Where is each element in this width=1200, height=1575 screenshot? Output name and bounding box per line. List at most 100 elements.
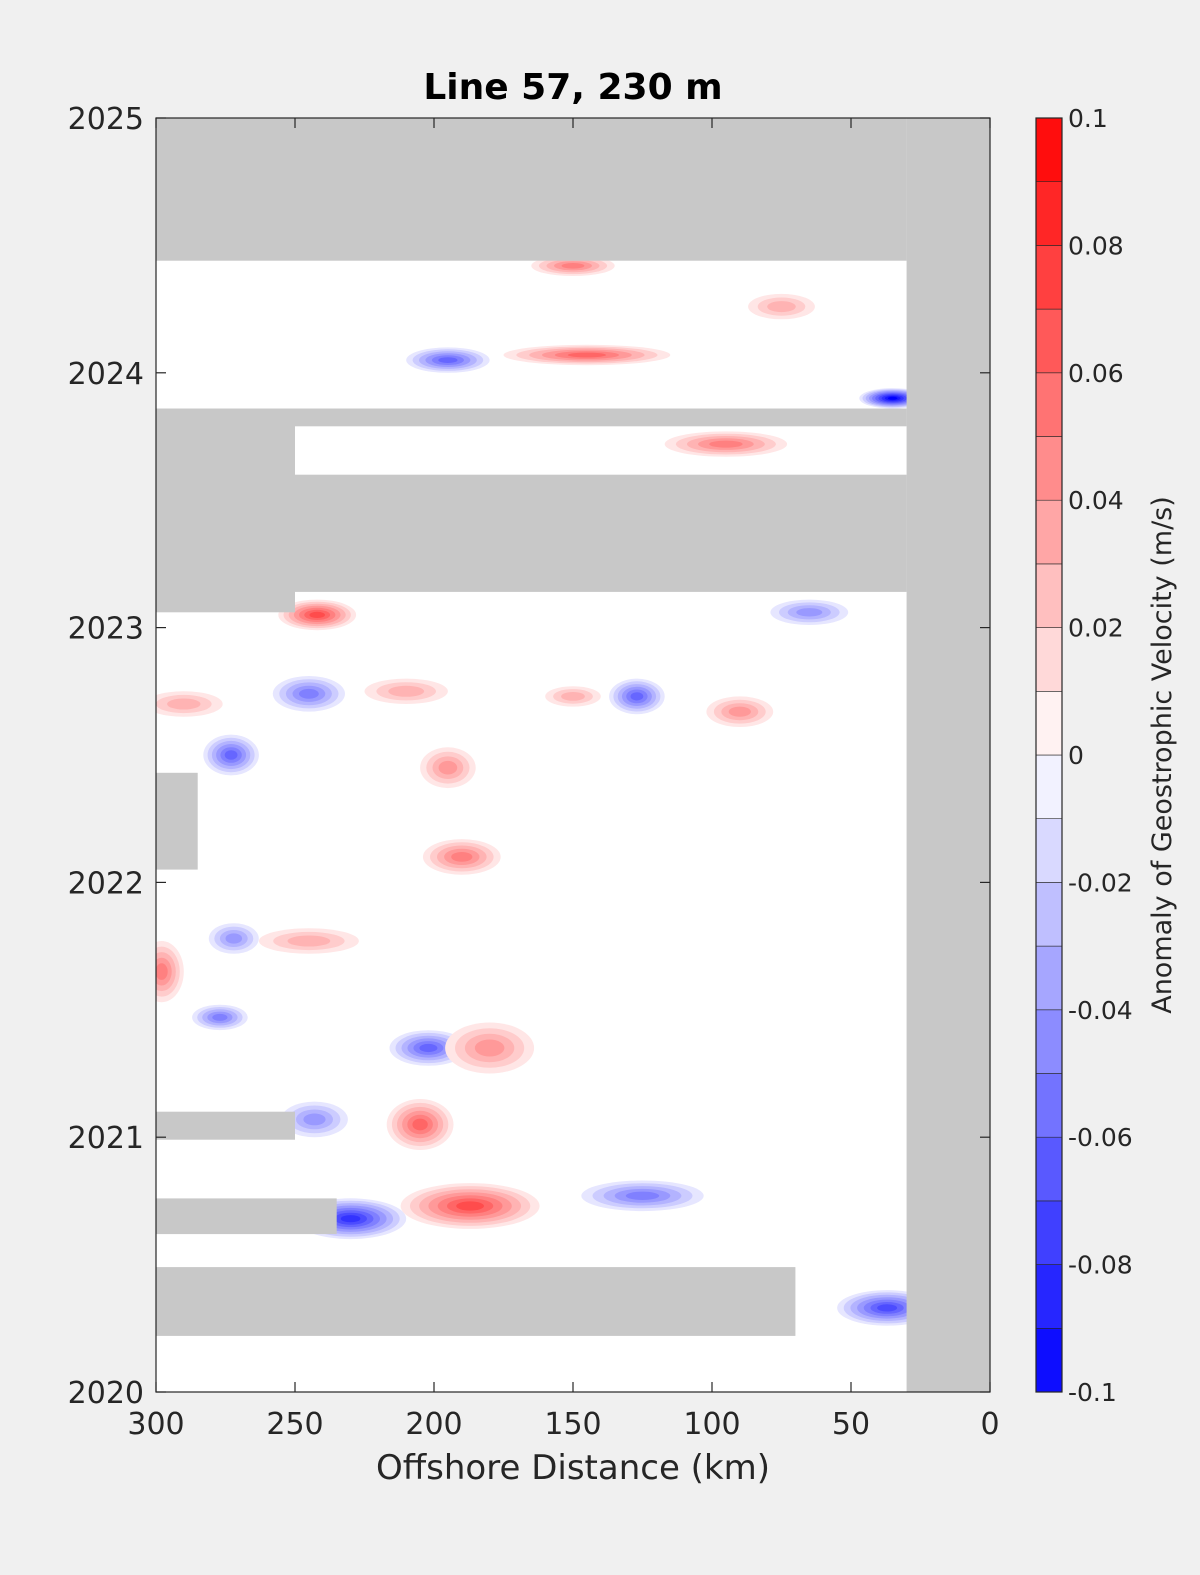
- missing-region-6: [156, 1111, 295, 1140]
- colorbar-tick-label: -0.04: [1068, 996, 1133, 1025]
- colorbar-band: [1035, 245, 1063, 310]
- contour-feature-24: [503, 344, 671, 366]
- y-tick-label: 2021: [68, 1121, 144, 1156]
- contour-level: [887, 396, 898, 400]
- contour-level: [156, 963, 168, 980]
- contour-level: [438, 760, 458, 775]
- contour-feature-19: [609, 678, 665, 715]
- contour-feature-4: [386, 1099, 454, 1150]
- colorbar-band: [1035, 1009, 1063, 1074]
- colorbar-tick-label: 0: [1068, 741, 1084, 770]
- contour-feature-6: [389, 1030, 468, 1066]
- x-axis-label: Offshore Distance (km): [376, 1448, 770, 1488]
- contour-level: [388, 685, 425, 697]
- missing-region-9: [156, 1400, 907, 1405]
- missing-region-5: [156, 772, 198, 870]
- colorbar-frame: [1035, 117, 1063, 1393]
- colorbar-tick-label: -0.1: [1068, 1378, 1117, 1407]
- contour-level: [303, 1113, 326, 1126]
- x-axis: 300 250 200 150 100 50 0: [127, 118, 1000, 1442]
- contour-level: [561, 692, 585, 701]
- missing-region-4: [156, 408, 295, 613]
- colorbar-band: [1035, 754, 1063, 820]
- contour-feature-21: [278, 599, 357, 631]
- colorbar-band: [1035, 1136, 1063, 1202]
- contour-level: [412, 1118, 428, 1131]
- contour-level: [309, 611, 326, 619]
- x-tick-label: 0: [980, 1407, 999, 1442]
- contour-feature-11: [258, 928, 359, 954]
- colorbar-band: [1035, 818, 1063, 883]
- colorbar-band: [1035, 499, 1063, 565]
- contour-feature-17: [420, 747, 476, 789]
- contour-feature-23: [531, 255, 615, 276]
- contour-feature-12: [422, 839, 501, 875]
- contour-level: [451, 852, 473, 862]
- y-tick-label: 2020: [68, 1376, 144, 1411]
- colorbar-band: [1035, 372, 1063, 437]
- contour-level: [561, 263, 585, 269]
- colorbar-band: [1035, 1264, 1063, 1329]
- contour-feature-16: [364, 678, 448, 704]
- colorbar-band: [1035, 117, 1063, 183]
- colorbar-tick-label: -0.06: [1068, 1123, 1133, 1152]
- contour-feature-25: [406, 347, 490, 373]
- contour-level: [625, 1191, 660, 1201]
- colorbar-tick-label: 0.08: [1068, 231, 1124, 260]
- contour-level: [212, 1013, 228, 1021]
- contour-level: [438, 357, 458, 363]
- contour-level: [299, 688, 319, 699]
- contour-feature-14: [156, 691, 223, 717]
- chart-title: Line 57, 230 m: [423, 67, 722, 108]
- colorbar-band: [1035, 181, 1063, 246]
- contour-feature-5: [281, 1101, 348, 1138]
- contour-level: [225, 933, 243, 944]
- missing-region-0: [906, 118, 990, 1392]
- colorbar-band: [1035, 563, 1063, 628]
- contour-feature-10: [208, 923, 259, 954]
- contour-feature-18: [545, 686, 601, 707]
- colorbar-band: [1035, 1200, 1063, 1265]
- contour-level: [474, 1039, 505, 1057]
- colorbar: 0.1 0.08 0.06 0.04 0.02 0 -0.02 -0.04 -0.06 -0.08…: [1035, 104, 1133, 1407]
- colorbar-tick-label: -0.02: [1068, 868, 1133, 897]
- y-tick-label: 2025: [68, 102, 144, 137]
- colorbar-tick-label: 0.06: [1068, 359, 1124, 388]
- contour-feature-9: [156, 941, 184, 1003]
- contour-level: [767, 301, 796, 313]
- x-tick-label: 300: [127, 1407, 184, 1442]
- colorbar-band: [1035, 945, 1063, 1011]
- colorbar-tick-label: 0.04: [1068, 486, 1124, 515]
- colorbar-band: [1035, 1328, 1063, 1393]
- contour-feature-7: [192, 1004, 248, 1031]
- x-tick-label: 250: [266, 1407, 323, 1442]
- colorbar-label: Anomaly of Geostrophic Velocity (m/s): [1147, 496, 1178, 1014]
- contour-level: [287, 935, 331, 947]
- contour-level: [709, 440, 743, 448]
- contour-level: [456, 1201, 484, 1211]
- contour-level: [224, 750, 238, 760]
- contour-level: [877, 1304, 898, 1312]
- plot-background: [156, 118, 990, 1392]
- colorbar-tick-label: 0.1: [1068, 104, 1108, 133]
- colorbar-band: [1035, 308, 1063, 374]
- contour-level: [167, 698, 201, 710]
- contour-feature-8: [445, 1022, 535, 1074]
- y-axis: 2020 2021 2022 2023 2024 2025: [68, 102, 990, 1411]
- colorbar-band: [1035, 1073, 1063, 1138]
- y-tick-label: 2022: [68, 866, 144, 901]
- y-tick-label: 2024: [68, 357, 144, 392]
- colorbar-band: [1035, 627, 1063, 692]
- contour-level: [728, 706, 751, 717]
- contour-level: [567, 352, 607, 358]
- contour-feature-27: [748, 293, 815, 320]
- colorbar-band: [1035, 882, 1063, 947]
- colorbar-band: [1035, 690, 1063, 756]
- colorbar-tick-label: 0.02: [1068, 614, 1124, 643]
- contour-feature-28: [664, 431, 788, 457]
- x-tick-label: 100: [683, 1407, 740, 1442]
- contour-level: [340, 1215, 361, 1223]
- missing-region-1: [156, 118, 907, 261]
- contour-feature-2: [581, 1180, 704, 1212]
